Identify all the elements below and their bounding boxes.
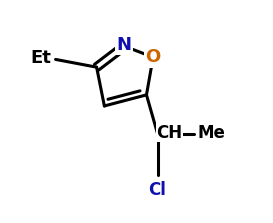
Text: CH: CH xyxy=(156,124,183,142)
Text: O: O xyxy=(146,48,161,66)
Text: N: N xyxy=(117,36,132,54)
Text: Me: Me xyxy=(197,124,225,142)
Text: Cl: Cl xyxy=(149,181,167,199)
Text: Et: Et xyxy=(30,49,51,67)
